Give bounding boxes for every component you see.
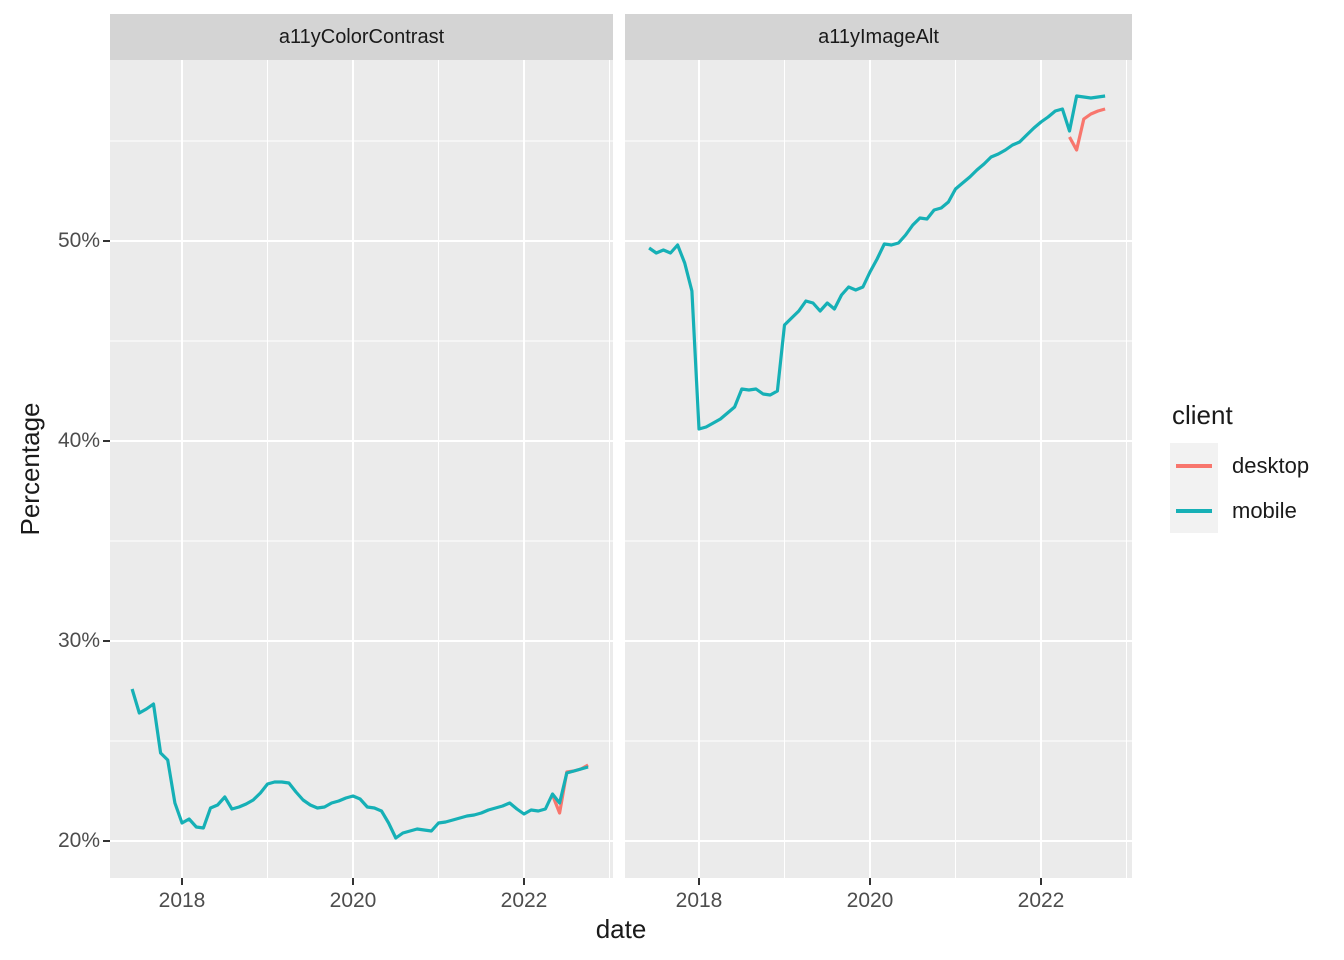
a11yImageAlt-desktop-line [1068,107,1106,152]
x-axis-tick-label-2020-panel2: 2020 [846,889,894,912]
legend-label-mobile: mobile [1232,498,1297,523]
x-axis-title: date [595,914,647,944]
y-axis-title: Percentage [15,402,45,536]
x-axis-tick-label-2022-panel1: 2022 [500,889,548,912]
y-axis-tick-label-30: 30% [57,629,100,652]
x-axis-tick-label-2018-panel2: 2018 [675,889,723,912]
legend-key-mobile [1170,488,1218,533]
facet-strip-label: a11yImageAlt [818,25,939,48]
legend-label-desktop: desktop [1232,453,1310,478]
legend-entry-desktop: desktop [1170,443,1344,488]
a11yColorContrast-mobile-line [130,688,589,840]
y-axis-tick-label-50: 50% [57,229,100,252]
legend-title: client [1172,400,1233,430]
facet-strip-label: a11yColorContrast [278,25,445,48]
y-axis-tick-label-40: 40% [57,429,100,452]
x-axis-tick-label-2020-panel1: 2020 [329,889,377,912]
a11yImageAlt-mobile-line [648,94,1106,431]
panel-a11yColorContrast [110,60,613,878]
facet-strip-a11yImageAlt: a11yImageAlt [625,14,1132,60]
mobile-line-swatch [1176,509,1212,513]
legend: client desktop mobile [1170,400,1309,533]
panel-a11yImageAlt [625,60,1132,878]
x-axis-tick-label-2018-panel1: 2018 [158,889,206,912]
desktop-line-swatch [1176,464,1212,468]
legend-key-desktop [1170,443,1218,488]
legend-entry-mobile: mobile [1170,488,1344,533]
x-axis-tick-label-2022-panel2: 2022 [1017,889,1065,912]
y-axis-tick-label-20: 20% [57,829,100,852]
facet-strip-a11yColorContrast: a11yColorContrast [110,14,613,60]
